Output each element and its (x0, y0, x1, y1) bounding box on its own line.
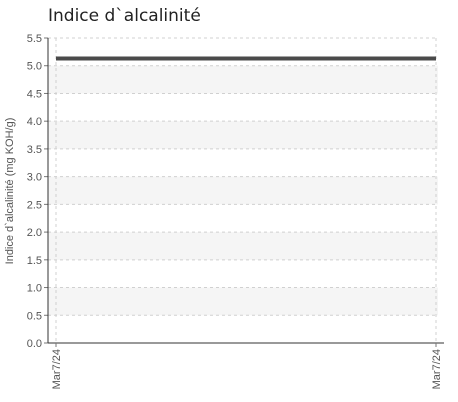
y-tick-label: 3.0 (27, 172, 42, 184)
y-tick-label: 4.0 (27, 116, 42, 128)
grid-band (48, 287, 438, 316)
x-tick-labels: Mar7/24 Mar7/24 (51, 349, 443, 389)
grid-band (48, 232, 438, 260)
y-tick-label: 4.5 (27, 88, 42, 100)
x-tick-label: Mar7/24 (51, 349, 63, 389)
y-tick-label: 5.5 (27, 33, 42, 45)
y-axis-label: Indice d`alcalinité (mg KOH/g) (4, 118, 16, 265)
x-tick-label: Mar7/24 (431, 349, 443, 389)
y-tick-label: 1.0 (27, 283, 42, 295)
y-tick-label: 2.0 (27, 227, 42, 239)
grid-band (48, 121, 438, 149)
y-tick-labels: 0.0 0.5 1.0 1.5 2.0 2.5 3.0 3.5 4.0 4.5 5.0 5.5 (27, 33, 42, 350)
background-bands (48, 65, 438, 316)
y-tick-label: 5.0 (27, 61, 42, 73)
y-tick-label: 3.5 (27, 144, 42, 156)
y-tick-label: 1.5 (27, 255, 42, 267)
y-tick-label: 2.5 (27, 199, 42, 211)
grid-band (48, 65, 438, 94)
y-tick-label: 0.0 (27, 338, 42, 350)
y-tick-label: 0.5 (27, 310, 42, 322)
axes (44, 37, 444, 347)
grid-lines (48, 37, 438, 343)
grid-band (48, 176, 438, 205)
chart-title: Indice d`alcalinité (48, 6, 201, 26)
